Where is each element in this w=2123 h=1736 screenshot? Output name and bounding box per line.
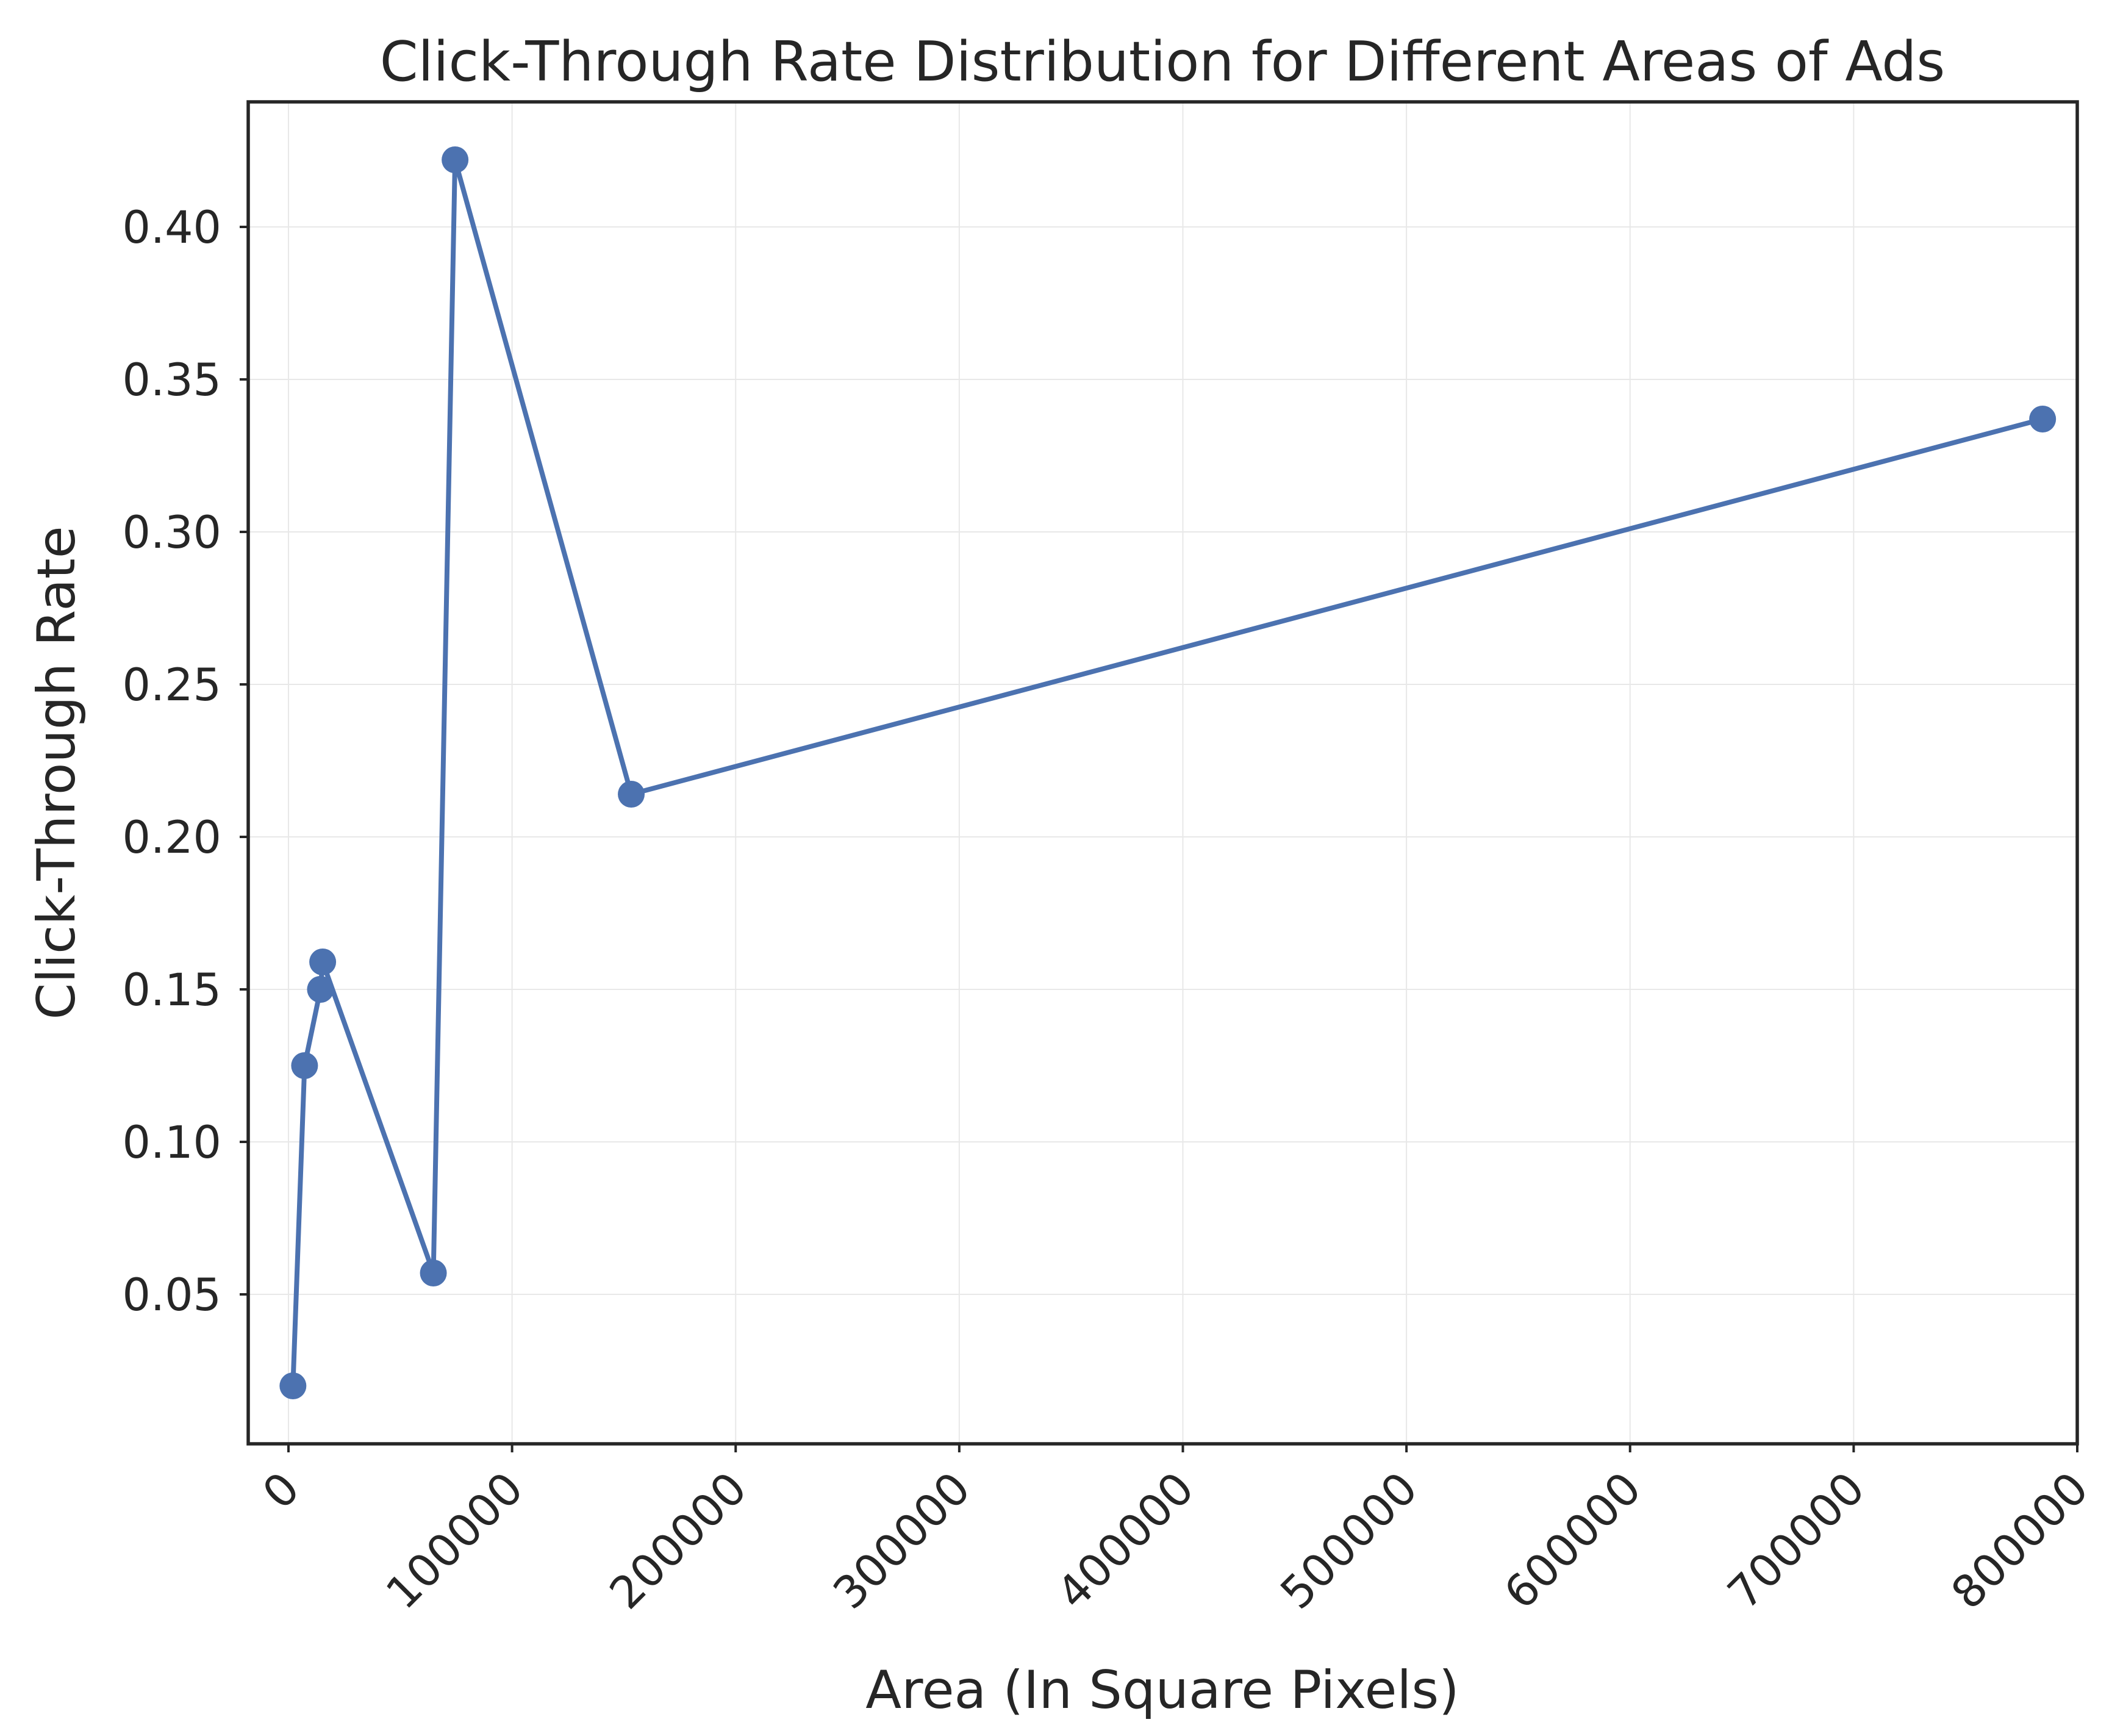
tick-layer: 0 100000 200000 300000 400000 500000 600000 700… bbox=[122, 202, 2098, 1619]
data-point bbox=[279, 1372, 307, 1399]
chart-title: Click-Through Rate Distribution for Diff… bbox=[380, 30, 1946, 94]
x-tick-label: 700000 bbox=[1718, 1463, 1875, 1619]
x-tick-label: 300000 bbox=[823, 1463, 980, 1619]
data-point bbox=[291, 1052, 318, 1079]
y-tick-label: 0.25 bbox=[122, 659, 221, 711]
data-point bbox=[442, 146, 469, 173]
y-axis-label: Click-Through Rate bbox=[26, 526, 87, 1019]
x-tick-label: 800000 bbox=[1942, 1463, 2099, 1619]
data-point bbox=[618, 781, 645, 808]
y-tick-label: 0.35 bbox=[122, 354, 221, 406]
data-point bbox=[420, 1260, 447, 1286]
y-tick-label: 0.20 bbox=[122, 812, 221, 864]
y-tick-label: 0.05 bbox=[122, 1269, 221, 1321]
x-tick-label: 200000 bbox=[600, 1463, 757, 1619]
x-tick-label: 100000 bbox=[376, 1463, 533, 1619]
y-tick-label: 0.10 bbox=[122, 1117, 221, 1169]
y-tick-label: 0.30 bbox=[122, 507, 221, 559]
x-tick-label: 500000 bbox=[1271, 1463, 1428, 1619]
x-tick-label: 600000 bbox=[1494, 1463, 1651, 1619]
plot-frame bbox=[246, 100, 2079, 1446]
y-tick-label: 0.15 bbox=[122, 964, 221, 1016]
data-point bbox=[2029, 406, 2057, 432]
x-tick-label: 0 bbox=[253, 1463, 310, 1519]
series-line bbox=[290, 157, 2046, 1388]
data-point bbox=[309, 949, 337, 975]
x-axis-label: Area (In Square Pixels) bbox=[865, 1660, 1459, 1721]
x-tick-label: 400000 bbox=[1047, 1463, 1204, 1619]
data-point bbox=[307, 976, 334, 1003]
grid-layer bbox=[248, 102, 2078, 1444]
y-tick-label: 0.40 bbox=[122, 202, 221, 254]
data-layer bbox=[279, 146, 2057, 1399]
